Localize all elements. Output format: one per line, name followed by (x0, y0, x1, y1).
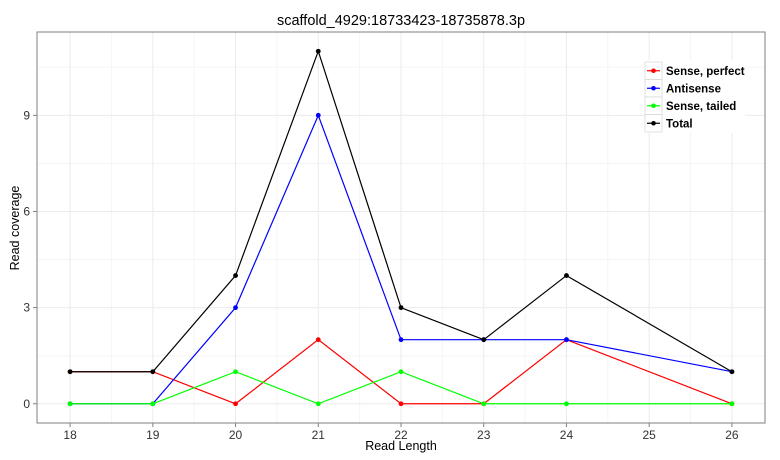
data-point (398, 401, 404, 407)
y-tick-label: 3 (23, 301, 30, 315)
x-tick-label: 18 (63, 428, 77, 442)
legend-label: Sense, tailed (666, 101, 736, 113)
data-point (233, 305, 238, 311)
series-line (70, 113, 733, 405)
chart-title: scaffold_4929:18733423-18735878.3p (277, 13, 525, 29)
legend-label: Antisense (666, 83, 721, 95)
series-total (67, 48, 735, 375)
legend-label: Total (666, 118, 693, 130)
legend-key (644, 79, 663, 98)
data-point (315, 48, 321, 54)
legend-label: Sense, perfect (666, 66, 745, 78)
series-sense-tailed (67, 369, 735, 407)
data-point (729, 369, 735, 375)
series-layer (67, 48, 735, 407)
legend-key (644, 61, 663, 80)
y-tick-label: 9 (23, 108, 30, 122)
data-point (564, 337, 569, 343)
series-line (70, 338, 733, 405)
data-point (67, 401, 73, 407)
y-axis-label: Read coverage (8, 186, 22, 271)
data-point (398, 305, 404, 311)
data-point (150, 401, 156, 407)
data-point (729, 401, 735, 407)
x-tick-label: 21 (312, 428, 326, 442)
x-tick-label: 22 (394, 428, 408, 442)
x-tick-label: 24 (560, 428, 574, 442)
x-tick-label: 19 (146, 428, 160, 442)
y-tick-label: 0 (23, 397, 30, 411)
x-axis-label: Read Length (365, 439, 437, 453)
data-point (315, 337, 321, 343)
data-point (150, 369, 156, 375)
data-point (564, 401, 569, 407)
legend-key (644, 96, 663, 115)
data-point (398, 369, 404, 375)
y-tick-label: 6 (23, 204, 30, 218)
data-point (67, 369, 73, 375)
data-point (315, 401, 321, 407)
x-tick-label: 25 (643, 428, 657, 442)
data-point (398, 337, 404, 343)
data-point (233, 369, 238, 375)
data-point (233, 273, 238, 278)
data-point (233, 401, 238, 407)
data-point (481, 401, 487, 407)
x-tick-label: 23 (477, 428, 491, 442)
legend-key (644, 114, 663, 133)
x-tick-label: 20 (229, 428, 243, 442)
data-point (564, 273, 569, 278)
series-line (70, 371, 732, 405)
legend: Sense, perfect Antisense Sense, tailed Tota… (644, 60, 745, 133)
data-point (315, 112, 321, 118)
x-tick-label: 26 (725, 428, 739, 442)
axis-ticks: 18 19 20 21 22 23 24 25 26 0 3 6 9 (23, 108, 739, 442)
data-point (481, 337, 487, 343)
series-line (70, 49, 733, 373)
